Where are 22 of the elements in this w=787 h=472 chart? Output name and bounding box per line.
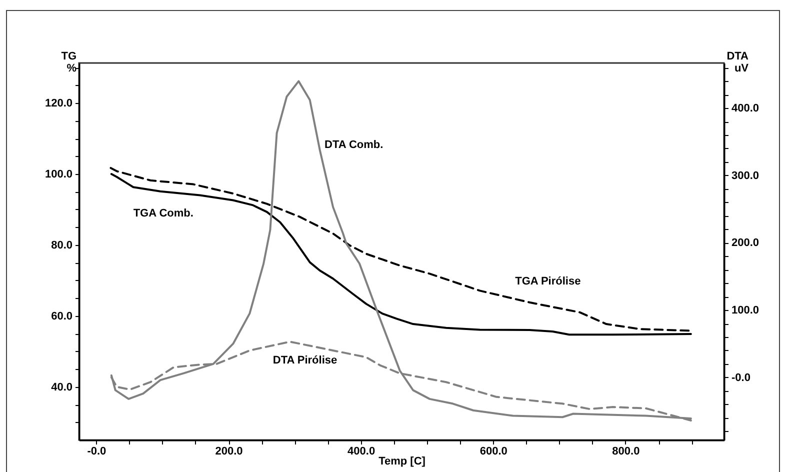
x-axis-title: Temp [C] bbox=[378, 456, 426, 468]
y-tick-label: 80.0 bbox=[51, 239, 72, 252]
y-axis-title: TG % bbox=[61, 50, 77, 74]
y2-tick-label: -0.0 bbox=[732, 372, 750, 384]
series-label: TGA Pirólise bbox=[515, 276, 581, 288]
y2-tick-label: 200.0 bbox=[732, 237, 760, 250]
x-tick-label: 400.0 bbox=[348, 446, 376, 458]
x-tick-label: 800.0 bbox=[612, 446, 640, 458]
y2-axis-title: DTA uV bbox=[726, 50, 750, 74]
series-label: DTA Pirólise bbox=[272, 354, 338, 367]
series-label: TGA Comb. bbox=[133, 207, 194, 220]
y2-tick-label: 300.0 bbox=[732, 170, 760, 182]
y-tick-label: 120.0 bbox=[44, 98, 72, 110]
y-tick-label: 40.0 bbox=[51, 381, 72, 394]
x-tick-label: -0.0 bbox=[87, 446, 106, 458]
y-tick-label: 100.0 bbox=[44, 168, 72, 181]
x-tick-label: 600.0 bbox=[480, 446, 508, 458]
y2-tick-label: 400.0 bbox=[732, 102, 760, 115]
series-label: DTA Comb. bbox=[324, 139, 384, 152]
y-tick-label: 60.0 bbox=[51, 310, 72, 322]
y2-tick-label: 100.0 bbox=[732, 304, 760, 317]
x-tick-label: 200.0 bbox=[215, 446, 243, 458]
